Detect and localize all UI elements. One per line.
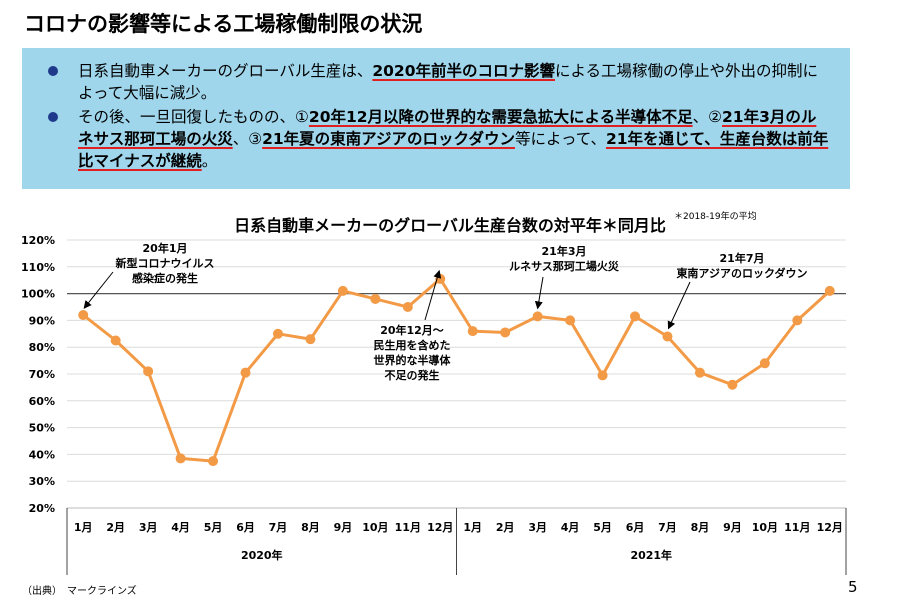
data-point: [824, 285, 835, 296]
data-point: [175, 453, 186, 464]
annotation-text: 東南アジアのロックダウン: [676, 266, 807, 280]
data-point: [370, 293, 381, 304]
data-point: [305, 334, 316, 345]
x-tick-label: 5月: [593, 521, 612, 534]
annotation-text: 20年1月: [143, 241, 188, 255]
annotation-text: 新型コロナウイルス: [116, 256, 215, 270]
x-tick-label: 10月: [362, 521, 388, 534]
x-tick-label: 11月: [784, 521, 810, 534]
page-number: 5: [848, 578, 858, 596]
bullet-text: 、②: [692, 108, 722, 126]
data-point: [208, 456, 219, 467]
data-point: [78, 310, 89, 321]
y-tick-label: 110%: [21, 261, 55, 274]
bullet-text: 等によって、: [514, 130, 606, 148]
y-tick-label: 50%: [29, 422, 55, 435]
x-tick-label: 3月: [139, 521, 158, 534]
annotation-arrow: [534, 276, 544, 310]
bullet-item: その後、一旦回復したものの、①20年12月以降の世界的な需要急拡大による半導体不…: [44, 106, 830, 172]
x-tick-label: 7月: [269, 521, 288, 534]
data-point: [630, 311, 641, 322]
annotation-text: 世界的な半導体: [374, 353, 452, 367]
data-point: [143, 366, 154, 377]
bullet-dot-icon: [48, 112, 58, 122]
annotation-arrow: [424, 269, 442, 321]
x-tick-label: 12月: [427, 521, 453, 534]
x-tick-label: 6月: [626, 521, 645, 534]
x-tick-label: 2月: [496, 521, 515, 534]
bullet-text: による工場稼働の停止や外出の抑制によって大幅に減少。: [78, 62, 819, 102]
data-point: [110, 335, 121, 346]
y-tick-label: 60%: [29, 395, 55, 408]
data-point: [694, 367, 705, 378]
y-tick-label: 40%: [29, 448, 55, 461]
y-tick-label: 30%: [29, 475, 55, 488]
emphasis-text: 20年12月以降の世界的な需要急拡大による半導体不足: [308, 108, 693, 126]
x-tick-label: 9月: [723, 521, 742, 534]
x-tick-label: 10月: [752, 521, 778, 534]
x-tick-label: 8月: [691, 521, 710, 534]
emphasis-text: 21年夏の東南アジアのロックダウン: [262, 130, 515, 148]
x-tick-label: 9月: [334, 521, 353, 534]
annotation-arrow: [667, 281, 691, 330]
chart-note: ＊2018-19年の平均: [674, 212, 757, 222]
annotation-text: 不足の発生: [385, 368, 440, 382]
data-point: [597, 370, 608, 381]
y-tick-label: 100%: [21, 288, 55, 301]
source-note: （出典） マークラインズ: [22, 586, 137, 597]
data-point: [532, 311, 543, 322]
annotation-text: 21年7月: [720, 251, 765, 265]
y-tick-label: 90%: [29, 314, 55, 327]
x-tick-label: 4月: [171, 521, 190, 534]
y-tick-label: 20%: [29, 502, 55, 515]
page-title: コロナの影響等による工場稼働制限の状況: [24, 12, 423, 36]
y-tick-label: 120%: [21, 234, 55, 247]
emphasis-text: 21年3月のルネサス那珂工場の火災: [78, 108, 817, 148]
x-tick-label: 2月: [106, 521, 125, 534]
data-point: [500, 327, 511, 338]
bullet-dot-icon: [48, 66, 58, 76]
x-tick-label: 12月: [817, 521, 843, 534]
bullet-text: 。: [201, 152, 218, 170]
data-point: [727, 379, 738, 390]
annotation-arrow: [83, 271, 114, 309]
summary-box: 日系自動車メーカーのグローバル生産は、2020年前半のコロナ影響による工場稼働の…: [22, 48, 850, 189]
x-tick-label: 5月: [204, 521, 223, 534]
x-group-label: 2020年: [241, 548, 283, 562]
annotation-text: 民生用を含めた: [374, 338, 451, 352]
emphasis-text: 21年を通じて、生産台数は前年比マイナスが継続: [78, 130, 829, 170]
data-point: [565, 315, 576, 326]
bullet-text: その後、一旦回復したものの、①: [78, 108, 309, 126]
annotation-text: ルネサス那珂工場火災: [509, 259, 620, 273]
data-point: [467, 326, 478, 337]
data-point: [759, 358, 770, 369]
x-tick-label: 1月: [74, 521, 93, 534]
x-tick-label: 8月: [301, 521, 320, 534]
x-tick-label: 3月: [528, 521, 547, 534]
x-tick-label: 4月: [561, 521, 580, 534]
x-tick-label: 6月: [236, 521, 255, 534]
data-point: [792, 315, 803, 326]
chart-title: 日系自動車メーカーのグローバル生産台数の対平年＊同月比: [234, 216, 666, 235]
annotation-text: 感染症の発生: [132, 271, 198, 285]
y-tick-label: 80%: [29, 341, 55, 354]
series-line: [82, 277, 831, 463]
data-point: [662, 331, 673, 342]
data-point: [402, 302, 413, 312]
emphasis-text: 2020年前半のコロナ影響: [372, 62, 555, 80]
bullet-text: 、③: [232, 130, 263, 148]
y-tick-label: 70%: [29, 368, 55, 381]
bullet-text: 日系自動車メーカーのグローバル生産は、: [78, 62, 373, 80]
x-tick-label: 7月: [658, 521, 677, 534]
x-group-label: 2021年: [630, 548, 672, 562]
x-tick-label: 11月: [395, 521, 421, 534]
data-point: [272, 328, 283, 339]
x-tick-label: 1月: [463, 521, 482, 534]
annotation-text: 20年12月～: [380, 323, 444, 337]
data-point: [240, 367, 251, 378]
data-point: [337, 285, 348, 296]
annotation-text: 21年3月: [542, 244, 587, 258]
bullet-item: 日系自動車メーカーのグローバル生産は、2020年前半のコロナ影響による工場稼働の…: [44, 60, 830, 104]
